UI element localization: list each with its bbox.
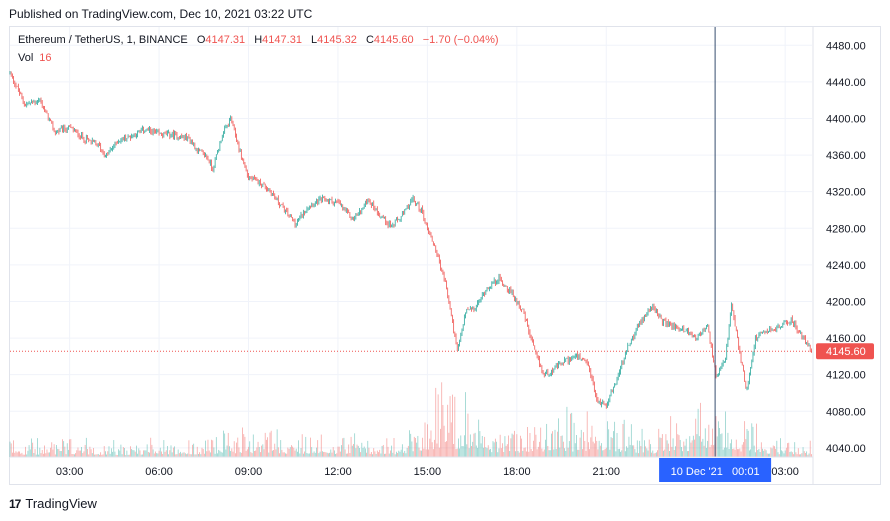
price-axis: 4040.00 4080.00 4120.00 4160.00 4200.00 4240.…	[812, 27, 874, 485]
last-price-badge	[816, 343, 874, 360]
tradingview-brand: TradingView	[25, 496, 97, 511]
price-tick-label: 4400.00	[826, 113, 866, 125]
published-caption: Published on TradingView.com, Dec 10, 20…	[9, 7, 313, 21]
low-label: L	[311, 34, 318, 46]
candles	[9, 71, 812, 409]
crosshair-time-badge	[659, 458, 772, 482]
chart-frame[interactable]	[9, 26, 881, 485]
price-tick-label: 4440.00	[826, 77, 866, 89]
price-tick-label: 4040.00	[826, 443, 866, 455]
price-tick-label: 4280.00	[826, 223, 866, 235]
time-tick-label: 03:00	[771, 466, 799, 478]
price-tick-label: 4080.00	[826, 406, 866, 418]
high-value: 4147.31	[262, 34, 302, 46]
tradingview-logo[interactable]: 17 TradingView	[9, 496, 97, 511]
last-price-label: 4145.60	[826, 346, 866, 358]
price-tick-label: 4360.00	[826, 150, 866, 162]
low-value: 4145.32	[317, 34, 357, 46]
price-tick-label: 4240.00	[826, 260, 866, 272]
chart-overlay	[10, 27, 812, 457]
change-value: −1.70 (−0.04%)	[422, 34, 499, 46]
ohlc-legend: Ethereum / TetherUS, 1, BINANCE O4147.31…	[18, 34, 499, 46]
close-label: C	[365, 34, 374, 46]
time-tick-label: 06:00	[145, 466, 173, 478]
crosshair-time-label: 10 Dec '21 00:01	[671, 466, 760, 478]
high-label: H	[254, 34, 263, 46]
volume-value: 16	[39, 52, 52, 64]
price-tick-label: 4320.00	[826, 187, 866, 199]
time-tick-label: 03:00	[56, 466, 84, 478]
volume-legend: Vol 16	[18, 52, 52, 64]
time-tick-label: 12:00	[324, 466, 352, 478]
volume-label[interactable]: Vol	[18, 52, 34, 64]
grid-lines	[10, 27, 812, 457]
price-tick-label: 4200.00	[826, 296, 866, 308]
time-tick-label: 15:00	[414, 466, 442, 478]
time-tick-label: 09:00	[235, 466, 263, 478]
time-tick-label: 21:00	[593, 466, 621, 478]
time-axis: 03:00 06:00 09:00 12:00 15:00 18:00 21:00 03:00…	[10, 456, 813, 482]
price-tick-label: 4120.00	[826, 370, 866, 382]
open-value: 4147.31	[205, 34, 246, 46]
price-tick-label: 4160.00	[826, 333, 866, 345]
volume-bars	[9, 382, 812, 457]
time-tick-label: 18:00	[503, 466, 531, 478]
close-value: 4145.60	[373, 34, 414, 46]
price-tick-label: 4480.00	[826, 40, 866, 52]
open-label: O	[196, 34, 206, 46]
tradingview-mark-icon: 17	[9, 496, 21, 511]
symbol-name[interactable]: Ethereum / TetherUS, 1, BINANCE	[18, 34, 188, 46]
